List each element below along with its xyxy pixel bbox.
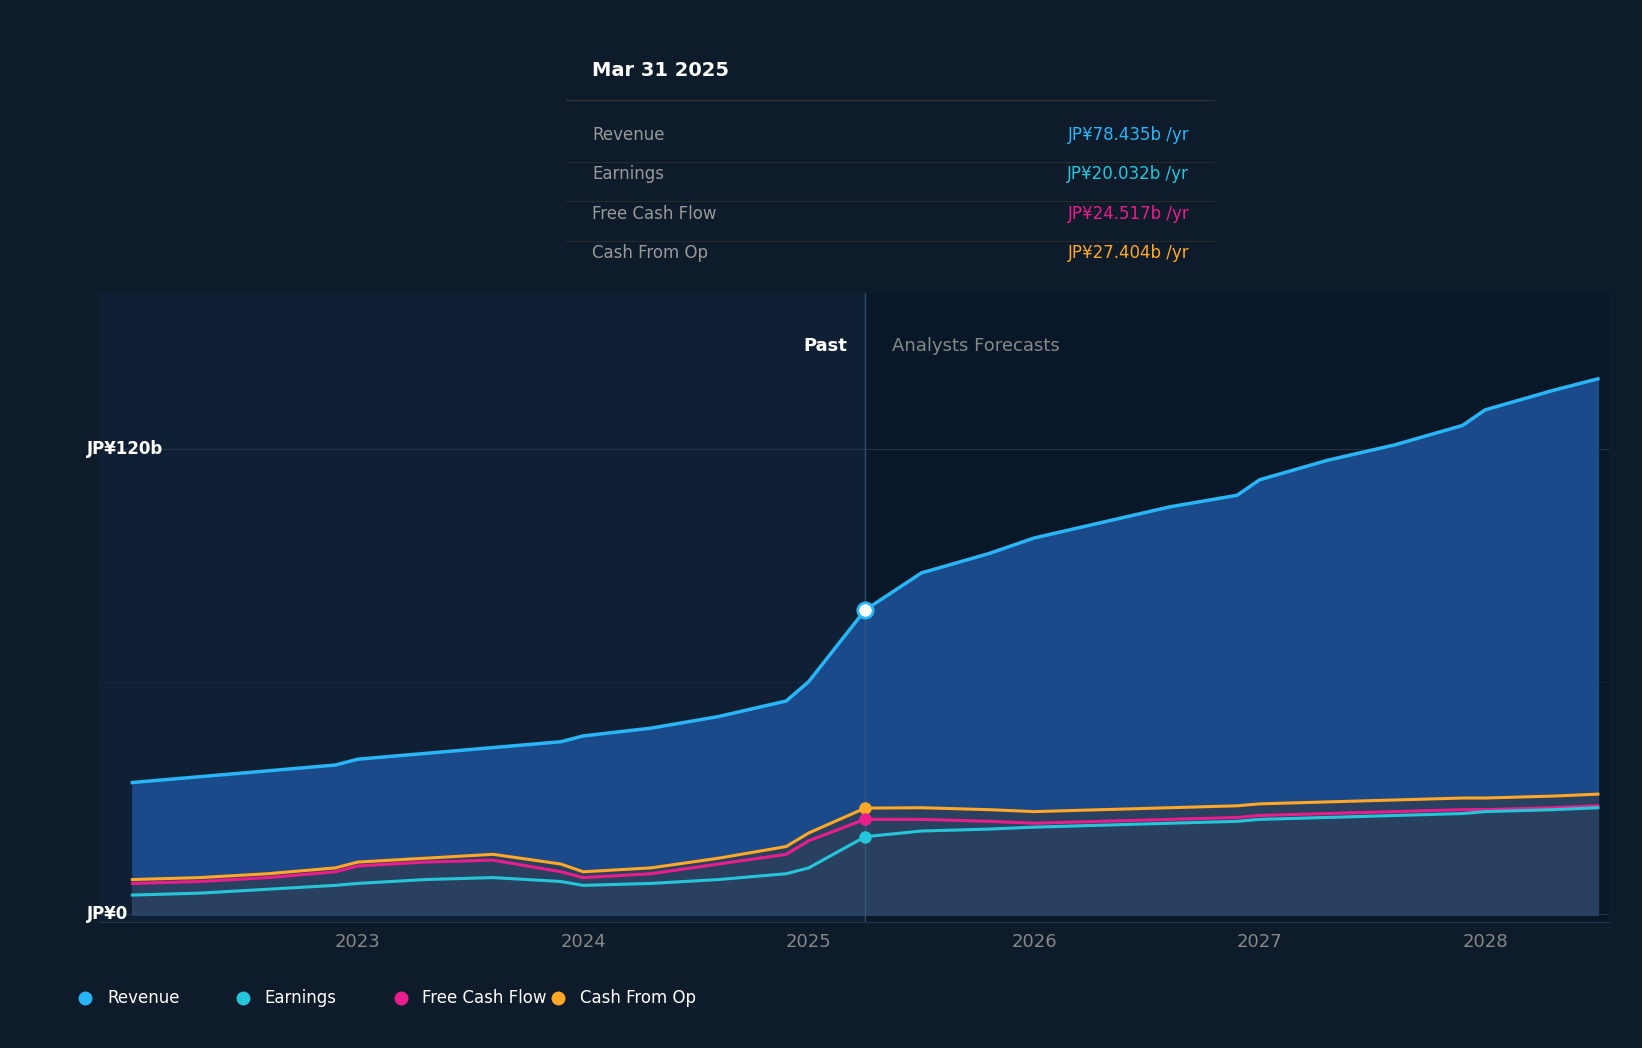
Bar [99,293,865,922]
Text: JP¥0: JP¥0 [87,905,128,923]
Text: Past: Past [803,337,847,355]
Text: Revenue: Revenue [107,989,179,1007]
Text: JP¥27.404b /yr: JP¥27.404b /yr [1067,244,1189,262]
Text: Analysts Forecasts: Analysts Forecasts [892,337,1061,355]
Text: JP¥20.032b /yr: JP¥20.032b /yr [1067,166,1189,183]
Text: Cash From Op: Cash From Op [593,244,708,262]
Text: Earnings: Earnings [264,989,337,1007]
Text: Free Cash Flow: Free Cash Flow [593,204,718,222]
Text: Earnings: Earnings [593,166,665,183]
Bar [865,293,1609,922]
Text: Free Cash Flow: Free Cash Flow [422,989,547,1007]
Text: JP¥78.435b /yr: JP¥78.435b /yr [1067,126,1189,144]
Text: JP¥120b: JP¥120b [87,440,164,458]
Text: Mar 31 2025: Mar 31 2025 [593,61,729,80]
Text: JP¥24.517b /yr: JP¥24.517b /yr [1067,204,1189,222]
Text: Cash From Op: Cash From Op [580,989,696,1007]
Text: Revenue: Revenue [593,126,665,144]
